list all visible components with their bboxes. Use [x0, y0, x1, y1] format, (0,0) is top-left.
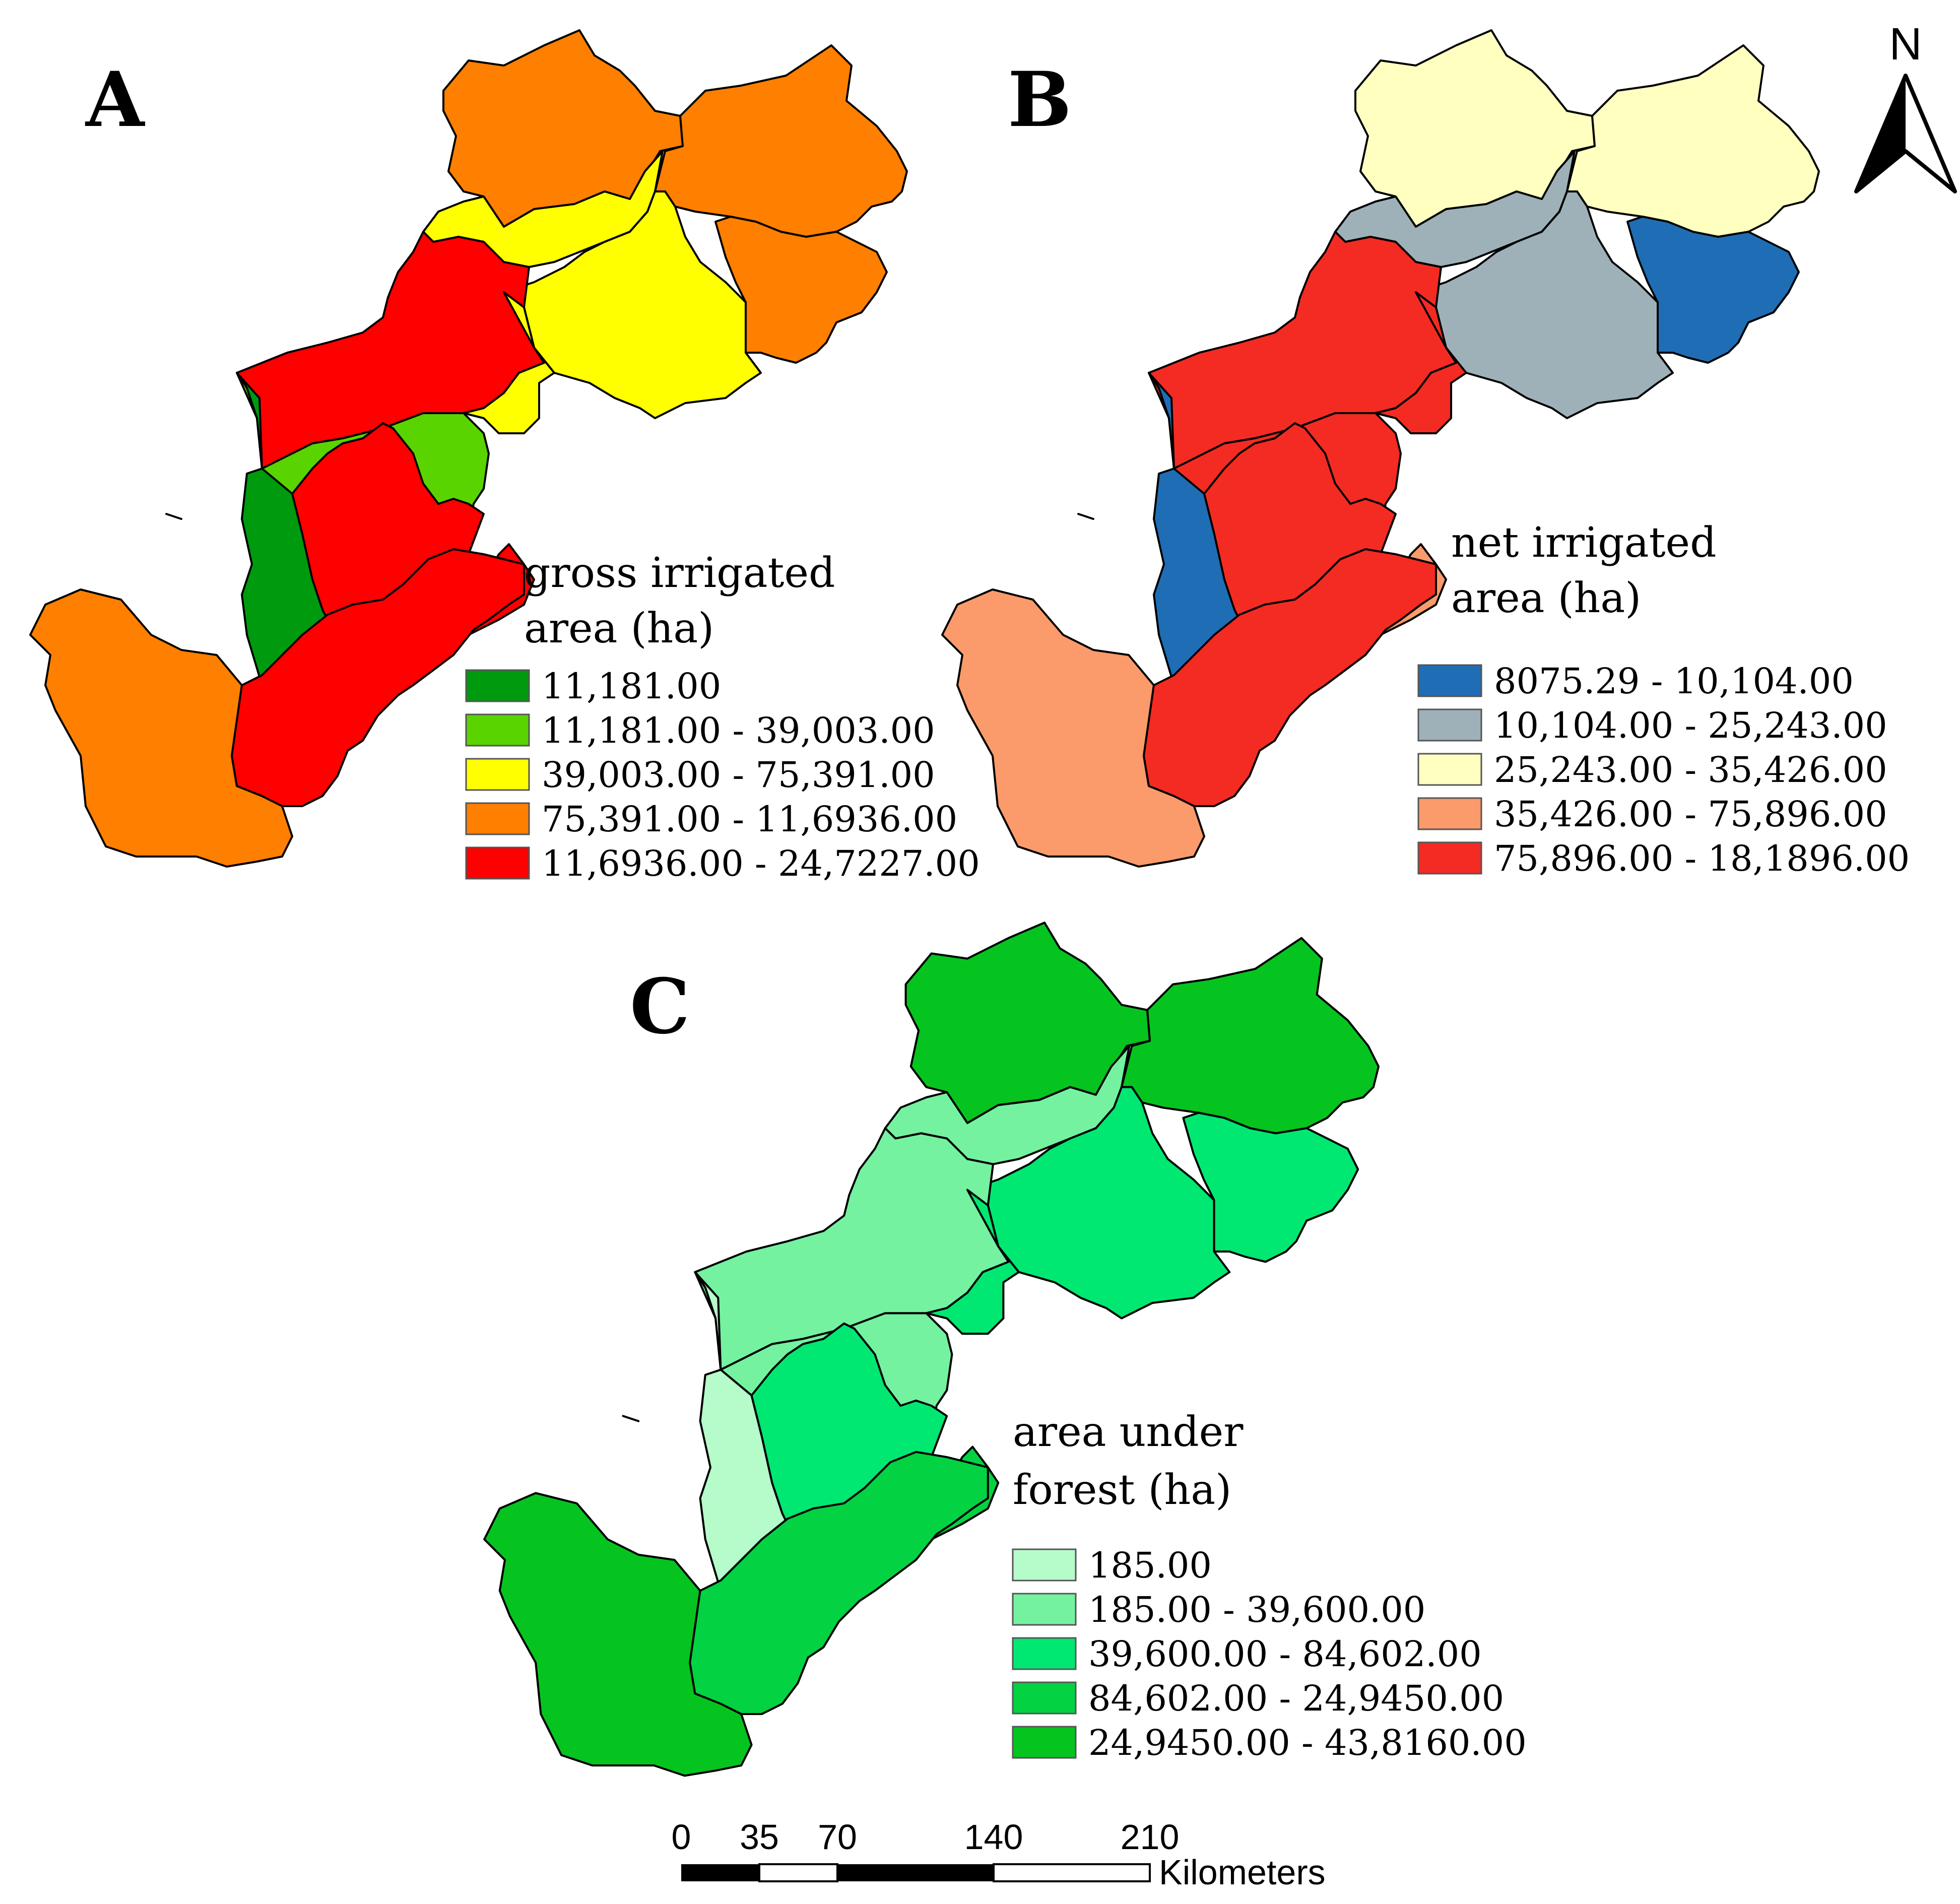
legend-label: 10,104.00 - 25,243.00 — [1494, 705, 1887, 746]
legend-c-title-line1: area under — [1013, 1408, 1244, 1456]
scale-tick-label: 140 — [964, 1817, 1023, 1857]
legend-label: 35,426.00 - 75,896.00 — [1494, 794, 1887, 835]
scale-tick-label: 210 — [1121, 1817, 1180, 1857]
panel-c-districts — [483, 922, 1380, 1777]
panel-a-legend: gross irrigated area (ha) 11,181.0011,18… — [465, 549, 980, 884]
panel-a-label: A — [85, 55, 146, 144]
legend-swatch — [1417, 753, 1482, 786]
legend-swatch — [465, 713, 530, 747]
legend-swatch — [1417, 708, 1482, 742]
panel-b-label: B — [1008, 55, 1072, 144]
legend-label: 185.00 — [1088, 1545, 1212, 1586]
district-10 — [941, 588, 1205, 868]
district-12 — [1182, 1111, 1359, 1263]
legend-swatch — [1012, 1637, 1077, 1670]
scale-segment-2 — [758, 1863, 838, 1882]
district-3 — [1120, 937, 1380, 1135]
north-arrow: N — [1854, 19, 1957, 193]
district-12 — [714, 216, 888, 364]
legend-label: 25,243.00 - 35,426.00 — [1494, 749, 1887, 791]
panel-c-label: C — [630, 962, 690, 1051]
legend-label: 75,391.00 - 11,6936.00 — [542, 799, 957, 840]
legend-swatch — [465, 846, 530, 880]
legend-label: 11,181.00 - 39,003.00 — [542, 710, 935, 751]
district-3 — [1566, 44, 1820, 238]
legend-label: 39,003.00 - 75,391.00 — [542, 754, 935, 796]
legend-b-title-line1: net irrigated — [1451, 519, 1717, 567]
legend-a-title-line1: gross irrigated — [524, 549, 835, 597]
scale-segment-1 — [681, 1864, 759, 1881]
legend-a-title-line2: area (ha) — [524, 605, 714, 652]
district-12 — [1626, 216, 1800, 364]
legend-swatch — [1417, 841, 1482, 875]
legend-swatch — [465, 669, 530, 702]
district-13 — [231, 548, 525, 807]
scale-bar-ticks: 0 35 70 140 210 — [672, 1817, 1180, 1857]
district-10 — [483, 1492, 753, 1777]
legend-label: 11,181.00 — [542, 666, 721, 707]
legend-swatch — [1012, 1593, 1077, 1626]
panel-a-districts — [29, 29, 908, 868]
legend-swatch — [465, 802, 530, 835]
north-arrow-label: N — [1889, 19, 1922, 70]
legend-swatch — [1417, 664, 1482, 697]
panel-a-map: A gross irrigated area (ha) 11,181.0011,… — [29, 29, 980, 884]
district-9 — [1375, 291, 1467, 434]
district-13 — [689, 1451, 989, 1716]
panel-b-districts — [941, 29, 1820, 868]
panel-b-legend: net irrigated area (ha) 8075.29 - 10,104… — [1417, 519, 1910, 879]
legend-label: 185.00 - 39,600.00 — [1088, 1589, 1425, 1630]
legend-label: 11,6936.00 - 24,7227.00 — [542, 843, 980, 884]
scale-segment-4 — [993, 1863, 1151, 1882]
legend-swatch — [1012, 1548, 1077, 1582]
scale-tick-label: 0 — [672, 1817, 691, 1857]
legend-swatch — [465, 758, 530, 791]
legend-swatch — [1012, 1726, 1077, 1759]
legend-label: 24,9450.00 - 43,8160.00 — [1088, 1722, 1527, 1763]
district-9 — [925, 1189, 1020, 1335]
legend-swatch — [1012, 1681, 1077, 1715]
legend-c-title-line2: forest (ha) — [1013, 1466, 1231, 1514]
legend-b-title-line2: area (ha) — [1451, 574, 1641, 622]
legend-label: 84,602.00 - 24,9450.00 — [1088, 1678, 1504, 1719]
scale-tick-label: 70 — [818, 1817, 857, 1857]
district-13 — [1143, 548, 1437, 807]
panel-b-map: B net irrigated area (ha) 8075.29 - 10,1… — [941, 29, 1910, 879]
district-10 — [29, 588, 293, 868]
district-9 — [463, 291, 555, 434]
district-3 — [654, 44, 908, 238]
scale-segment-3 — [837, 1864, 994, 1881]
legend-swatch — [1417, 797, 1482, 830]
legend-label: 75,896.00 - 18,1896.00 — [1494, 838, 1910, 879]
scale-bar: 0 35 70 140 210 Kilometers — [672, 1817, 1326, 1892]
scale-bar-unit: Kilometers — [1159, 1853, 1326, 1892]
legend-label: 8075.29 - 10,104.00 — [1494, 661, 1854, 702]
legend-label: 39,600.00 - 84,602.00 — [1088, 1633, 1482, 1675]
scale-tick-label: 35 — [740, 1817, 779, 1857]
